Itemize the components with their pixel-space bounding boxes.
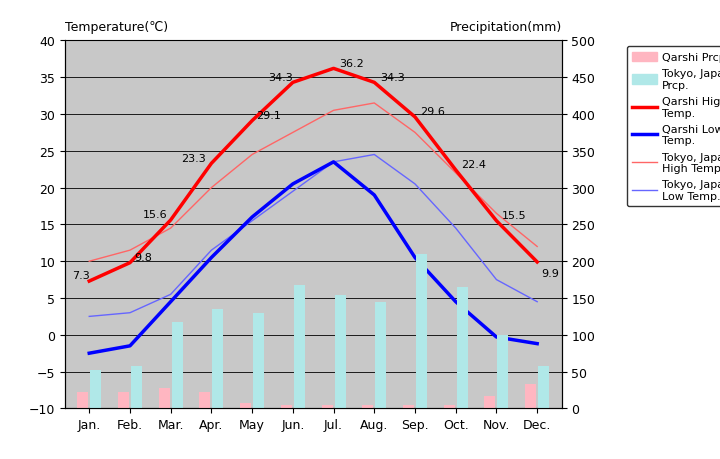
Bar (444, 405, 455, 409)
Bar (171, 323, 183, 409)
Bar (335, 296, 346, 409)
Bar (77, 392, 89, 409)
Bar (498, 335, 508, 409)
Bar (131, 366, 142, 409)
Bar (281, 405, 292, 409)
Text: Temperature(℃): Temperature(℃) (65, 21, 168, 34)
Bar (199, 392, 210, 409)
Bar (403, 405, 414, 409)
Bar (118, 392, 129, 409)
Text: 23.3: 23.3 (181, 153, 206, 163)
Text: 29.1: 29.1 (256, 111, 281, 121)
Text: 36.2: 36.2 (339, 58, 364, 68)
Text: 15.6: 15.6 (143, 210, 168, 220)
Text: 29.6: 29.6 (420, 107, 446, 117)
Bar (294, 285, 305, 409)
Text: Precipitation(mm): Precipitation(mm) (449, 21, 562, 34)
Bar (158, 388, 170, 409)
Bar (456, 287, 468, 409)
Bar (538, 367, 549, 409)
Bar (322, 405, 333, 409)
Bar (362, 405, 373, 409)
Text: 9.9: 9.9 (541, 268, 559, 278)
Text: 9.8: 9.8 (134, 252, 152, 263)
Bar (253, 313, 264, 409)
Text: 15.5: 15.5 (502, 211, 526, 220)
Bar (375, 302, 387, 409)
Bar (212, 309, 223, 409)
Text: 34.3: 34.3 (380, 73, 405, 83)
Legend: Qarshi Prcp., Tokyo, Japan
Prcp., Qarshi High
Temp., Qarshi Low
Temp., Tokyo, Ja: Qarshi Prcp., Tokyo, Japan Prcp., Qarshi… (627, 47, 720, 207)
Text: 34.3: 34.3 (268, 73, 292, 83)
Bar (525, 384, 536, 409)
Bar (90, 370, 102, 409)
Bar (485, 396, 495, 409)
Bar (240, 403, 251, 409)
Text: 7.3: 7.3 (73, 271, 90, 281)
Text: 22.4: 22.4 (462, 160, 486, 170)
Bar (416, 254, 427, 409)
